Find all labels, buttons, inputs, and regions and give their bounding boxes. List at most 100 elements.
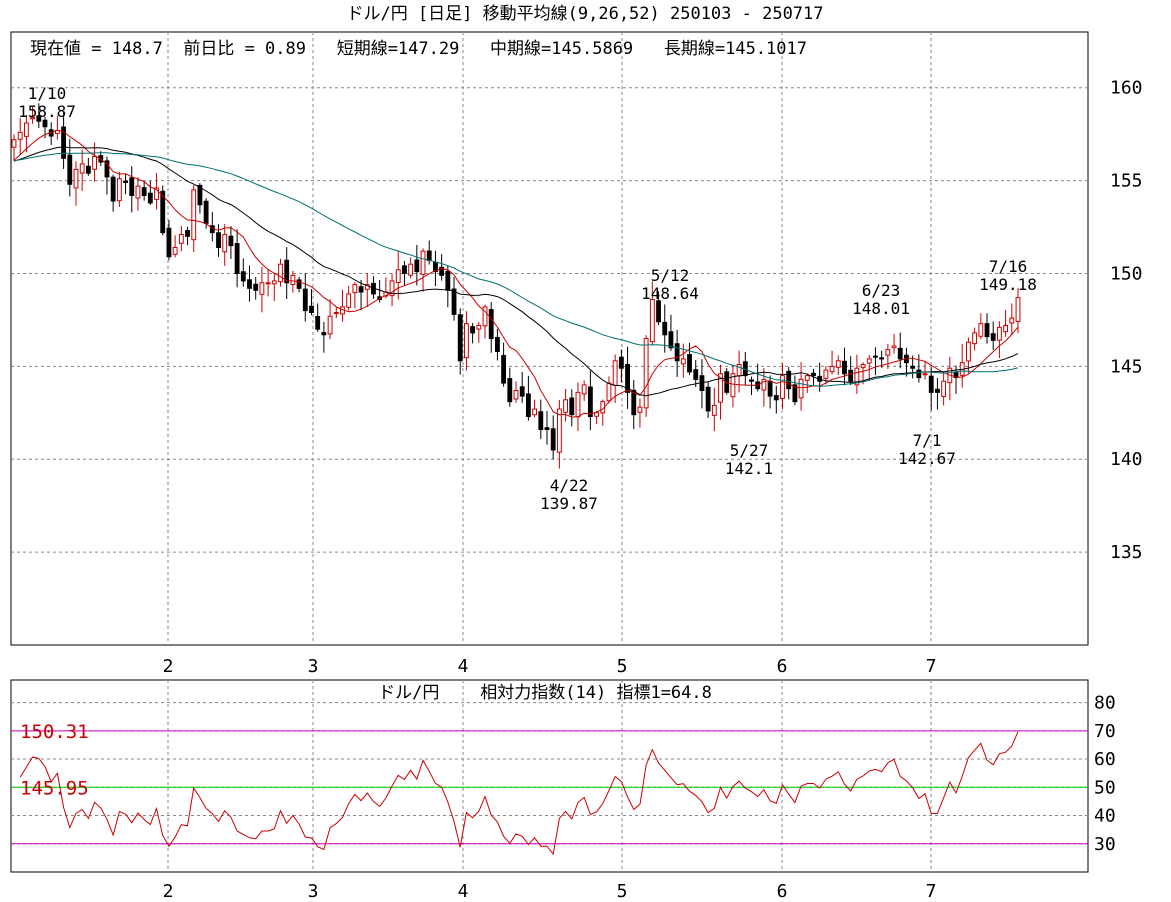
candle-body [674, 343, 680, 362]
y-tick-label: 140 [1110, 449, 1143, 470]
candle-body [110, 176, 116, 202]
x-tick-label: 6 [777, 656, 788, 677]
main-panel [10, 31, 1089, 646]
x-tick-label: 7 [926, 656, 937, 677]
candle-body [284, 259, 290, 284]
candle-body [891, 345, 897, 349]
candle-body [792, 384, 798, 403]
candle-body [773, 395, 779, 401]
candle-body [811, 372, 816, 377]
candle-body [687, 354, 692, 373]
candle-body [11, 139, 17, 148]
annotation-price: 148.64 [641, 284, 699, 303]
candle-body [23, 122, 29, 137]
ma-mid-line [13, 146, 1019, 397]
candle-body [141, 187, 147, 196]
rsi-panel [10, 679, 1089, 873]
moving-average-lines [13, 129, 1019, 418]
candle-body [569, 397, 575, 416]
candle-body [525, 393, 531, 418]
y-tick-label: 160 [1110, 78, 1143, 99]
candle-body [761, 378, 767, 391]
candle-body [79, 163, 85, 174]
candle-body [978, 323, 984, 337]
candle-body [910, 365, 916, 369]
candle-body [234, 243, 240, 274]
candle-body [625, 363, 630, 393]
y-tick-label: 60 [1094, 749, 1116, 770]
candle-body [247, 279, 252, 289]
candle-body [1015, 297, 1021, 322]
candle-body [123, 180, 128, 183]
candle-body [73, 168, 79, 189]
candle-body [587, 386, 593, 418]
candle-body [767, 381, 773, 397]
candle-body [693, 369, 699, 380]
candle-body [463, 323, 469, 359]
candle-body [873, 355, 878, 358]
candle-body [42, 119, 48, 128]
x-tick-label: 5 [617, 656, 628, 677]
annotation-price: 142.67 [898, 449, 956, 468]
annotation-date: 5/27 [730, 441, 769, 460]
rsi-level-label: 150.31 [20, 721, 89, 743]
candle-body [507, 378, 513, 403]
annotation-date: 6/23 [862, 281, 901, 300]
rsi-y-axis: 30 40 50 60 70 80 [1094, 693, 1116, 855]
candle-body [885, 349, 891, 356]
x-tick-label: 5 [617, 881, 628, 902]
candle-body [358, 286, 364, 293]
annotation-price: 158.87 [18, 102, 76, 121]
candle-body [346, 293, 352, 308]
y-tick-label: 145 [1110, 356, 1143, 377]
candle-body [92, 155, 97, 170]
candle-body [656, 300, 661, 323]
candle-body [426, 250, 432, 261]
rsi-levels: 150.31 145.95 [11, 721, 1088, 845]
candle-body [395, 269, 401, 284]
candle-body [172, 246, 178, 255]
candle-body [457, 314, 463, 362]
x-tick-label: 3 [308, 881, 319, 902]
candle-body [996, 326, 1002, 341]
candle-body [556, 408, 562, 453]
candle-body [333, 311, 339, 314]
candle-body [835, 360, 841, 368]
candles [11, 103, 1021, 469]
x-tick-label: 3 [308, 656, 319, 677]
candle-body [842, 360, 847, 375]
candle-body [928, 375, 934, 393]
candle-body [265, 282, 271, 285]
x-tick-label: 4 [458, 881, 469, 902]
annotation-date: 7/1 [913, 431, 942, 450]
y-tick-label: 30 [1094, 834, 1116, 855]
rsi-x-axis: 2 3 4 5 6 7 [163, 881, 937, 902]
annotation-date: 1/10 [28, 84, 67, 103]
candle-body [36, 115, 42, 122]
candle-body [302, 288, 308, 312]
candle-body [271, 280, 277, 285]
candle-body [1003, 324, 1009, 333]
candle-body [402, 265, 407, 274]
annotation-price: 148.01 [852, 299, 910, 318]
candle-body [866, 358, 872, 364]
candle-body [147, 192, 153, 204]
rsi-title: ドル/円 相対力指数(14) 指標1=64.8 [378, 683, 712, 703]
candle-body [166, 227, 172, 258]
candle-body [222, 233, 228, 253]
candle-body [154, 187, 159, 200]
annotation-price: 139.87 [540, 494, 598, 513]
candle-body [129, 177, 135, 196]
candle-body [197, 184, 203, 206]
candle-body [612, 360, 618, 386]
y-tick-label: 70 [1094, 721, 1116, 742]
annotation-price: 149.18 [979, 275, 1037, 294]
x-tick-label: 2 [163, 881, 174, 902]
y-tick-label: 155 [1110, 171, 1143, 192]
candle-body [972, 332, 978, 345]
x-tick-label: 6 [777, 881, 788, 902]
candle-body [17, 131, 23, 140]
candle-body [203, 200, 209, 224]
